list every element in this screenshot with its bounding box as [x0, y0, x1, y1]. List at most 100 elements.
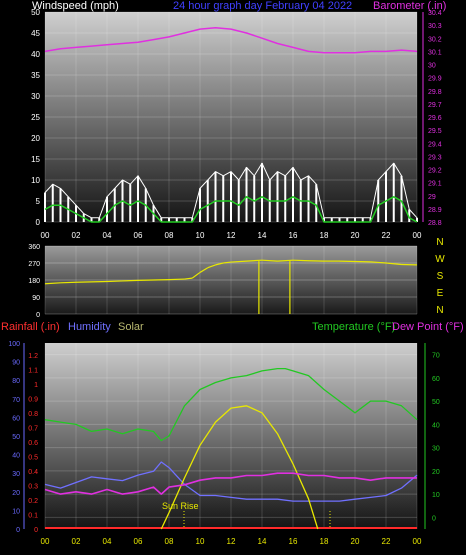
barometer-y-tick-label: 29.2 — [428, 168, 442, 175]
direction-segment — [230, 260, 247, 263]
temp-x-tick-label: 18 — [320, 537, 329, 546]
direction-y-tick-label: 0 — [36, 312, 40, 319]
temp-x-tick-label: 20 — [351, 537, 360, 546]
compass-label: N — [436, 305, 443, 316]
direction-segment — [223, 261, 232, 264]
temperature-y-tick-label: 60 — [432, 376, 440, 383]
wind-x-tick-label: 20 — [351, 231, 360, 240]
direction-y-tick-label: 180 — [28, 278, 40, 285]
temp-x-tick-label: 12 — [227, 537, 236, 546]
direction-segment — [292, 259, 309, 262]
temp-x-tick-label: 00 — [41, 537, 50, 546]
temperature-y-tick-label: 0 — [432, 515, 436, 522]
rainfall-y-tick-label: 0.3 — [28, 484, 38, 491]
wind-average-line — [44, 196, 418, 223]
temp-x-tick-label: 06 — [134, 537, 143, 546]
direction-segment — [168, 278, 185, 281]
rainfall-y-tick-label: 1.1 — [28, 368, 38, 375]
humidity-line — [44, 461, 418, 502]
compass-label: W — [435, 254, 445, 265]
temperature-y-tick-label: 40 — [432, 422, 440, 429]
graph-title: 24 hour graph day February 04 2022 — [173, 0, 352, 12]
humidity-y-tick-label: 20 — [12, 490, 20, 497]
wind-x-tick-label: 18 — [320, 231, 329, 240]
barometer-y-tick-label: 29.6 — [428, 115, 442, 122]
rainfall-y-tick-label: 0.4 — [28, 469, 38, 476]
temperature-y-tick-label: 20 — [432, 469, 440, 476]
temperature-y-tick-label: 70 — [432, 353, 440, 360]
compass-label: E — [437, 288, 444, 299]
direction-segment — [106, 280, 123, 283]
barometer-y-tick-label: 29.1 — [428, 181, 442, 188]
dewpoint-legend: Dew Point (°F) — [392, 321, 464, 333]
dewpoint-line — [44, 472, 417, 495]
barometer-y-tick-label: 30 — [428, 63, 436, 70]
direction-y-tick-label: 360 — [28, 244, 40, 251]
barometer-y-tick-label: 28.9 — [428, 207, 442, 214]
humidity-y-tick-label: 50 — [12, 434, 20, 441]
barometer-y-tick-label: 29.4 — [428, 141, 442, 148]
humidity-y-tick-label: 30 — [12, 471, 20, 478]
direction-segment — [122, 279, 139, 282]
sunrise-label: Sun Rise — [162, 501, 199, 511]
temperature-y-tick-label: 10 — [432, 492, 440, 499]
direction-segment — [215, 262, 224, 266]
temperature-y-tick-label: 30 — [432, 446, 440, 453]
rainfall-y-tick-label: 0.9 — [28, 397, 38, 404]
wind-y-tick-label: 30 — [31, 92, 40, 101]
rainfall-y-tick-label: 0.6 — [28, 440, 38, 447]
direction-segment — [60, 281, 77, 284]
barometer-y-tick-label: 30.3 — [428, 23, 442, 30]
wind-y-tick-label: 20 — [31, 134, 40, 143]
wind-x-tick-label: 12 — [227, 231, 236, 240]
barometer-y-tick-label: 28.8 — [428, 220, 442, 227]
direction-segment — [191, 271, 201, 279]
direction-panel — [45, 246, 417, 314]
direction-y-tick-label: 90 — [32, 295, 40, 302]
wind-x-tick-label: 14 — [258, 231, 267, 240]
temp-x-tick-label: 04 — [103, 537, 112, 546]
wind-x-tick-label: 22 — [382, 231, 391, 240]
humidity-y-tick-label: 70 — [12, 397, 20, 404]
wind-y-tick-label: 15 — [31, 155, 40, 164]
barometer-y-tick-label: 29.7 — [428, 102, 442, 109]
rainfall-y-tick-label: 1.2 — [28, 353, 38, 360]
compass-label: N — [436, 237, 443, 248]
wind-x-tick-label: 00 — [413, 231, 422, 240]
wind-x-tick-label: 08 — [165, 231, 174, 240]
wind-y-tick-label: 40 — [31, 50, 40, 59]
temp-x-tick-label: 22 — [382, 537, 391, 546]
temperature-line — [44, 367, 418, 442]
barometer-y-tick-label: 29.9 — [428, 76, 442, 83]
barometer-y-tick-label: 29.8 — [428, 89, 442, 96]
wind-peak-line — [44, 162, 418, 219]
rainfall-y-tick-label: 0.5 — [28, 455, 38, 462]
barometer-y-tick-label: 30.2 — [428, 36, 442, 43]
windspeed-title: Windspeed (mph) — [32, 0, 119, 12]
barometer-y-tick-label: 29.3 — [428, 154, 442, 161]
solar-legend: Solar — [118, 321, 144, 333]
humidity-y-tick-label: 0 — [16, 527, 20, 534]
temp-x-tick-label: 14 — [258, 537, 267, 546]
chart-marks — [44, 26, 418, 530]
axis-labels: 0510152025303540455028.828.92929.129.229… — [8, 8, 445, 546]
temp-x-tick-label: 16 — [289, 537, 298, 546]
humidity-y-tick-label: 40 — [12, 453, 20, 460]
temp-x-tick-label: 10 — [196, 537, 205, 546]
direction-segment — [277, 259, 294, 262]
temperature-legend: Temperature (°F) — [312, 321, 395, 333]
wind-y-tick-label: 5 — [36, 197, 41, 206]
direction-segment — [199, 267, 209, 273]
temperature-y-tick-label: 50 — [432, 399, 440, 406]
humidity-legend: Humidity — [68, 321, 111, 333]
wind-x-tick-label: 02 — [72, 231, 81, 240]
direction-segment — [207, 264, 216, 269]
wind-y-tick-label: 25 — [31, 113, 40, 122]
wind-x-tick-label: 10 — [196, 231, 205, 240]
solar-line — [160, 405, 319, 530]
rainfall-y-tick-label: 1 — [34, 382, 38, 389]
wind-x-tick-label: 06 — [134, 231, 143, 240]
wind-x-tick-label: 04 — [103, 231, 112, 240]
